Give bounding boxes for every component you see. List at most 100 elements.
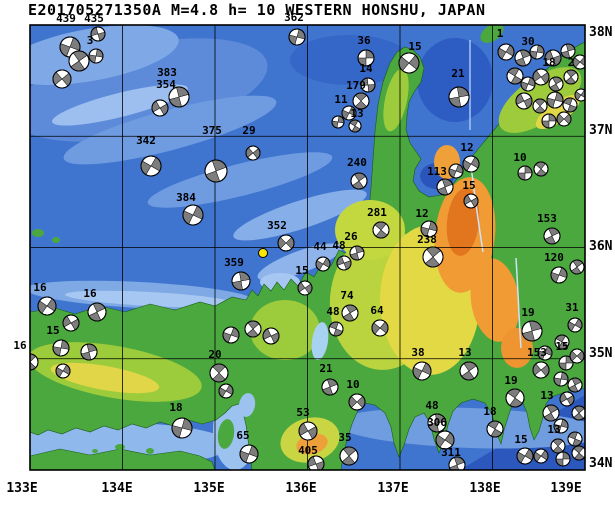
focal-mechanism-symbol [553, 418, 569, 434]
focal-mechanism-symbol [567, 377, 583, 393]
focal-mechanism-symbol [62, 314, 80, 332]
event-number-label: 16 [13, 339, 27, 352]
focal-mechanism-symbol [463, 193, 479, 209]
longitude-label: 139E [550, 481, 581, 496]
event-number-label: 48 [332, 239, 345, 252]
focal-mechanism-symbol [514, 49, 532, 67]
event-number-label: 53 [296, 406, 309, 419]
focal-mechanism-symbol [182, 204, 204, 226]
longitude-label: 137E [377, 481, 408, 496]
event-number-label: 38 [411, 346, 424, 359]
event-number-label: 13 [458, 346, 471, 359]
event-number-label: 14 [359, 62, 373, 75]
event-number-label: 21 [451, 67, 465, 80]
focal-mechanism-symbol [372, 221, 390, 239]
focal-mechanism-symbol [567, 317, 583, 333]
focal-mechanism-symbol [427, 413, 447, 433]
focal-mechanism-symbol [87, 302, 107, 322]
map-frame [29, 24, 586, 471]
focal-mechanism-symbol [244, 320, 262, 338]
focal-mechanism-symbol [348, 119, 362, 133]
event-number-label: 15 [46, 324, 59, 337]
focal-mechanism-symbol [569, 348, 585, 364]
focal-mechanism-symbol [544, 49, 562, 67]
focal-mechanism-symbol [560, 43, 576, 59]
event-number-label: 15 [462, 179, 475, 192]
focal-mechanism-symbol [88, 48, 104, 64]
event-number-label: 74 [340, 289, 354, 302]
focal-mechanism-symbol [328, 321, 344, 337]
focal-mechanism-symbol [151, 99, 169, 117]
focal-mechanism-symbol [298, 421, 318, 441]
event-number-label: 120 [544, 251, 564, 264]
focal-mechanism-symbol [497, 43, 515, 61]
event-number-label: 281 [367, 206, 387, 219]
event-number-label: 18 [169, 401, 182, 414]
event-number-label: 439 [56, 12, 76, 25]
focal-mechanism-symbol [517, 165, 533, 181]
focal-mechanism-symbol [506, 67, 524, 85]
focal-mechanism-symbol [459, 361, 479, 381]
focal-mechanism-symbol [562, 97, 578, 113]
event-number-label: 44 [313, 240, 327, 253]
focal-mechanism-symbol [448, 86, 470, 108]
focal-mechanism-symbol [352, 92, 370, 110]
focal-mechanisms [30, 26, 585, 470]
focal-mechanism-symbol [245, 145, 261, 161]
focal-mechanism-symbol [239, 444, 259, 464]
focal-mechanism-symbol [262, 327, 280, 345]
focal-mechanism-symbol [339, 446, 359, 466]
event-number-label: 48 [326, 305, 339, 318]
focal-mechanism-symbol [349, 245, 365, 261]
event-number-label: 13 [540, 389, 553, 402]
focal-mechanism-symbol [68, 50, 90, 72]
focal-mechanism-symbol [555, 451, 571, 467]
longitude-label: 133E [6, 481, 37, 496]
event-number-label: 20 [208, 348, 221, 361]
focal-mechanism-symbol [574, 88, 585, 102]
focal-mechanism-symbol [90, 26, 106, 42]
focal-mechanism-symbol [168, 86, 190, 108]
focal-mechanism-symbol [569, 259, 585, 275]
focal-mechanism-symbol [532, 68, 550, 86]
focal-mechanism-symbol [550, 438, 566, 454]
focal-mechanism-symbol [140, 155, 162, 177]
event-number-label: 29 [242, 124, 255, 137]
event-number-label: 18 [542, 56, 555, 69]
event-number-label: 30 [521, 35, 534, 48]
focal-mechanism-symbol [550, 266, 568, 284]
event-number-label: 342 [136, 134, 156, 147]
focal-mechanism-symbol [171, 417, 193, 439]
focal-mechanism-symbol [204, 159, 228, 183]
focal-mechanism-symbol [341, 304, 359, 322]
event-number-label: 65 [236, 429, 249, 442]
longitude-label: 134E [101, 481, 132, 496]
latitude-label: 38N [589, 25, 613, 40]
focal-mechanism-symbol [37, 296, 57, 316]
focal-mechanism-symbol [548, 76, 564, 92]
event-number-label: 15 [514, 433, 527, 446]
event-number-label: 352 [267, 219, 287, 232]
event-number-label: 354 [156, 78, 176, 91]
mainshock-epicenter-marker [258, 248, 268, 258]
event-number-label: 3 [87, 34, 94, 47]
event-number-label: 64 [370, 304, 384, 317]
event-number-label: 375 [202, 124, 222, 137]
event-number-label: 48 [425, 399, 438, 412]
axis-labels: 133E 134E 135E 136E 137E 138E 139E 38N 37N 36N 35N… [6, 25, 612, 496]
event-number-label: 12 [415, 207, 428, 220]
event-number-label: 10 [513, 151, 526, 164]
focal-mechanism-symbol [436, 178, 454, 196]
focal-mechanism-symbol [297, 280, 313, 296]
focal-mechanism-symbol [533, 448, 549, 464]
latitude-label: 36N [589, 239, 613, 254]
focal-mechanism-symbol [435, 430, 455, 450]
event-number-label: 435 [84, 12, 104, 25]
focal-mechanism-symbol [348, 393, 366, 411]
focal-mechanism-symbol [30, 353, 39, 371]
event-number-label: 19 [521, 306, 534, 319]
focal-mechanism-symbol [307, 455, 325, 470]
event-number-label: 12 [460, 141, 473, 154]
focal-mechanism-symbol [231, 271, 251, 291]
